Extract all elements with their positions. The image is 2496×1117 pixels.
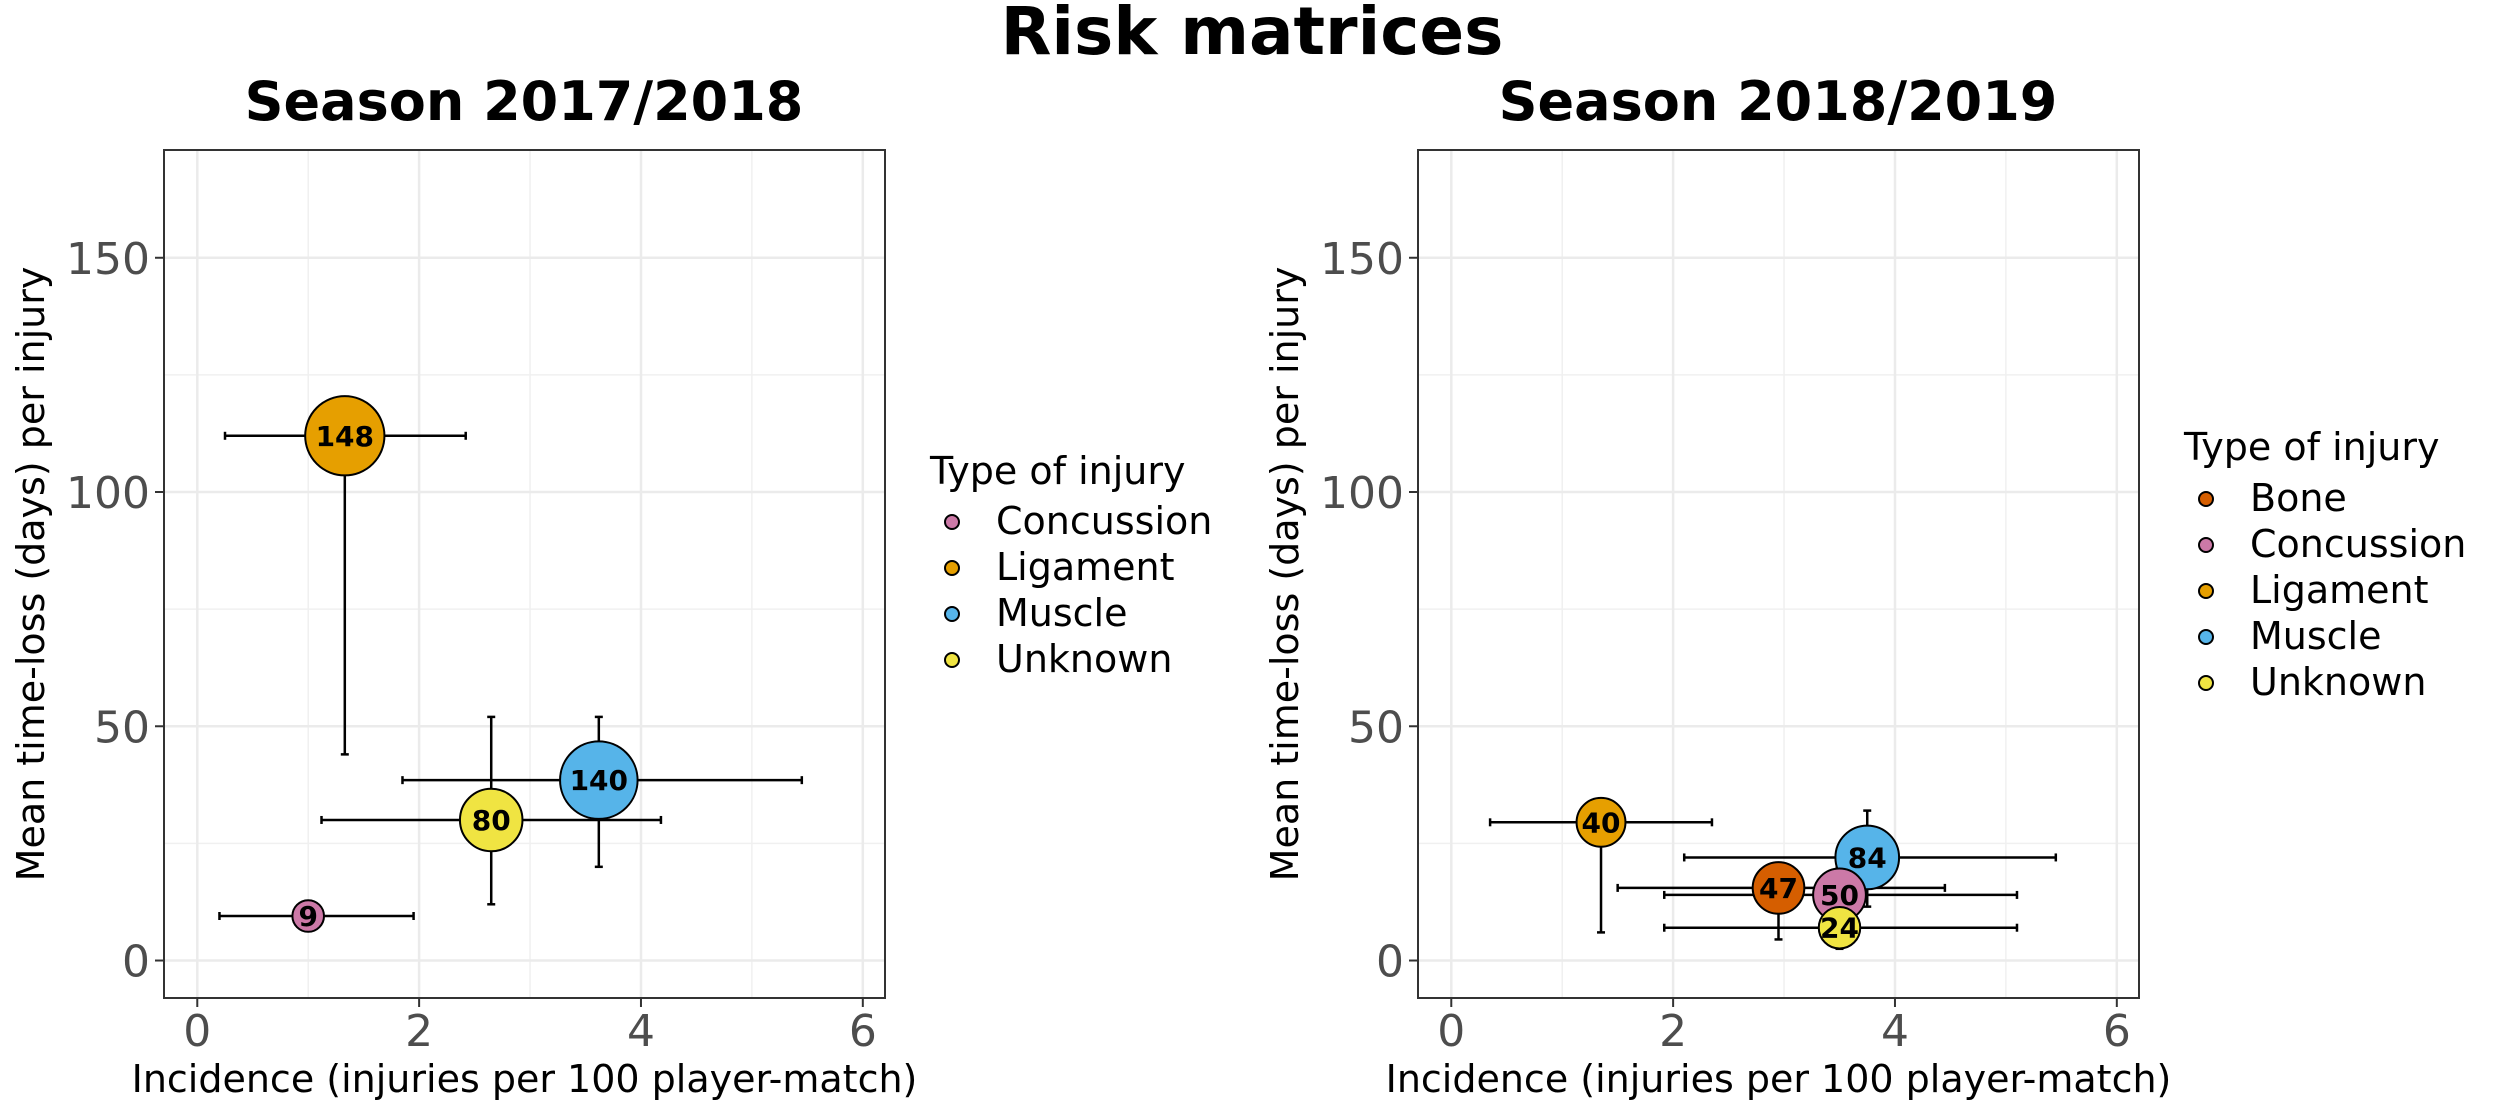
legend-key-ligament [944,560,960,576]
legend-key-ligament [2198,583,2214,599]
y-tick-label: 150 [1320,234,1404,285]
x-axis-label: Incidence (injuries per 100 player-match… [1386,1057,2172,1101]
legend-label-concussion: Concussion [2250,522,2466,566]
legend-label-ligament: Ligament [2250,568,2429,612]
x-tick-label: 6 [849,1006,877,1057]
legend: Type of injury ConcussionLigamentMuscleUn… [929,449,1212,681]
legend-key-muscle [2198,629,2214,645]
point-label-ligament: 148 [316,420,374,453]
y-tick-label: 50 [94,702,150,753]
point-bone [1751,861,1806,915]
point-label-muscle: 140 [570,764,628,797]
legend-label-ligament: Ligament [996,545,1175,589]
y-tick-label: 100 [66,468,150,519]
point-muscle [559,740,639,820]
legend-key-concussion [944,514,960,530]
x-tick-label: 2 [1659,1006,1687,1057]
point-label-bone: 47 [1759,872,1798,905]
point-label-concussion: 9 [298,900,317,933]
x-tick-label: 4 [627,1006,655,1057]
point-label-concussion: 50 [1820,879,1859,912]
point-ligament [1575,796,1627,848]
point-unknown [1817,905,1862,950]
panel-title: Season 2017/2018 [245,70,804,133]
point-unknown [458,787,524,853]
legend: Type of injury BoneConcussionLigamentMusc… [2183,425,2466,704]
legend-label-unknown: Unknown [996,637,1172,681]
figure-title: Risk matrices [1001,0,1504,70]
legend-key-muscle [944,606,960,622]
y-tick-label: 100 [1320,468,1404,519]
point-label-muscle: 84 [1848,841,1887,874]
y-axis-label: Mean time-loss (days) per injury [1263,267,1307,882]
panel-border [163,149,886,999]
y-axis-label: Mean time-loss (days) per injury [9,267,53,882]
legend-label-unknown: Unknown [2250,660,2426,704]
legend-label-muscle: Muscle [996,591,1128,635]
legend-key-unknown [944,652,960,668]
legend-label-concussion: Concussion [996,499,1212,543]
plot-area [164,150,885,998]
legend-key-concussion [2198,537,2214,553]
point-label-unknown: 80 [472,804,511,837]
point-label-ligament: 40 [1582,806,1621,839]
legend-key-bone [2198,491,2214,507]
x-axis-label: Incidence (injuries per 100 player-match… [132,1057,918,1101]
legend-title: Type of injury [929,449,1185,493]
panel-border [1417,149,2140,999]
legend-label-bone: Bone [2250,476,2347,520]
point-ligament [304,395,386,477]
x-tick-label: 0 [1437,1006,1465,1057]
panel-title: Season 2018/2019 [1499,70,2058,133]
panel-season-2017-2018: 148 140 80 9 0 2 4 6 0 50 100 150 Season 2017/2018 In… [9,70,1212,1101]
legend-title: Type of injury [2183,425,2439,469]
x-tick-label: 2 [405,1006,433,1057]
point-label-unknown: 24 [1820,912,1859,945]
y-tick-label: 150 [66,234,150,285]
point-concussion [291,899,326,933]
x-tick-label: 4 [1881,1006,1909,1057]
legend-label-muscle: Muscle [2250,614,2382,658]
x-tick-label: 0 [183,1006,211,1057]
legend-key-unknown [2198,675,2214,691]
y-tick-label: 0 [1376,937,1404,988]
y-tick-label: 0 [122,937,150,988]
x-tick-label: 6 [2103,1006,2131,1057]
y-tick-label: 50 [1348,702,1404,753]
